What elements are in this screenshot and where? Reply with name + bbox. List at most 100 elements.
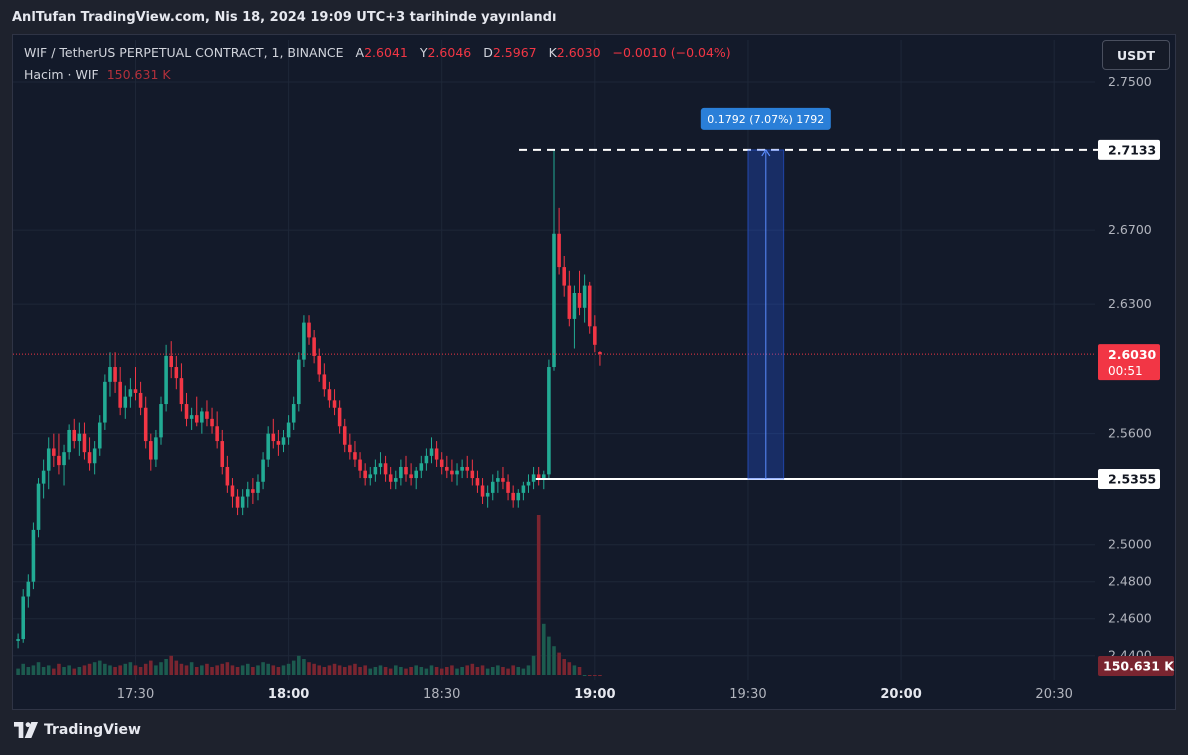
volume-tag: 150.631 K (1103, 659, 1175, 674)
candle-body (511, 492, 515, 501)
candle-body (322, 374, 327, 390)
candle-body (587, 285, 592, 327)
candle-body (332, 400, 337, 408)
candle-body (215, 426, 219, 442)
volume-bar (414, 665, 418, 675)
volume-bar (266, 663, 270, 675)
measure-arrow-head (761, 148, 771, 157)
candle-body (133, 389, 138, 393)
volume-bar (393, 665, 398, 675)
candle-body (460, 466, 464, 471)
volume-tag-box (1098, 656, 1174, 676)
close-value: 2.6030 (556, 45, 601, 60)
candle-body (434, 448, 439, 460)
footer-brand[interactable]: TradingView (14, 722, 141, 738)
volume-bar (235, 667, 240, 675)
volume-bar (337, 665, 342, 675)
volume-bar (368, 668, 373, 675)
volume-bar (194, 667, 199, 675)
volume-bar (297, 655, 301, 675)
candle-body (593, 326, 597, 345)
footer-brand-text: TradingView (44, 722, 141, 738)
chart-grid (13, 40, 1095, 680)
volume-bar (572, 665, 577, 675)
candle-body (409, 474, 413, 479)
candle-body (424, 455, 429, 464)
candle-body (536, 474, 541, 479)
candle-body (557, 233, 561, 268)
candle-body (485, 492, 490, 497)
candle-body (31, 529, 36, 582)
candle-body (97, 422, 102, 449)
candle-body (41, 470, 46, 484)
volume-bar (291, 660, 296, 675)
volume-bar (358, 667, 362, 675)
candle-body (179, 378, 184, 405)
currency-button[interactable]: USDT (1102, 40, 1170, 70)
volume-bar (429, 665, 434, 675)
candle-body (118, 381, 122, 408)
volume-bar (404, 668, 408, 675)
volume-bar (271, 665, 276, 675)
volume-bar (72, 668, 77, 675)
tradingview-logo-icon (14, 722, 38, 738)
volume-label[interactable]: Hacim · WIF (24, 67, 99, 82)
symbol-title[interactable]: WIF / TetherUS PERPETUAL CONTRACT, 1, BI… (24, 45, 344, 60)
low-value: 2.5967 (492, 45, 537, 60)
volume-bar (327, 665, 332, 675)
volume-bar (57, 663, 61, 675)
candle-body (368, 474, 373, 479)
x-tick-label: 19:00 (574, 687, 615, 702)
volume-bar (26, 667, 31, 675)
chart-overlays: 0.1792 (7.07%) 1792 (13, 107, 1103, 480)
volume-bar (424, 668, 429, 675)
volume-bar (312, 663, 316, 675)
low-price-tag: 2.5355 (1108, 472, 1156, 487)
candle-body (577, 293, 582, 308)
candle-body (266, 433, 270, 460)
x-tick-label: 18:00 (268, 687, 309, 702)
volume-bar (439, 668, 444, 675)
volume-bar (557, 652, 561, 675)
volume-bar (205, 663, 209, 675)
volume-bar (562, 659, 566, 675)
volume-bar (21, 663, 25, 675)
candle-body (445, 466, 449, 471)
volume-bar (149, 660, 153, 675)
high-label: Y (419, 45, 428, 60)
volume-bar (531, 655, 536, 675)
candle-body (189, 415, 194, 419)
candle-body (245, 489, 250, 497)
volume-bar (87, 663, 92, 675)
chart-frame[interactable] (12, 34, 1176, 710)
candle-body (251, 489, 255, 493)
high-price-tag: 2.7133 (1108, 142, 1156, 157)
y-tick-label: 2.6700 (1108, 222, 1152, 237)
volume-bar (536, 515, 541, 675)
current-price-tag: 2.6030 (1108, 347, 1157, 362)
candle-body (383, 463, 388, 475)
candle-body (143, 407, 148, 442)
candle-body (26, 581, 31, 597)
x-tick-label: 20:30 (1035, 687, 1072, 702)
candle-body (235, 496, 240, 508)
volume-bar (154, 665, 158, 675)
volume-bar (317, 665, 322, 675)
candle-body (547, 367, 551, 475)
volume-bar (133, 665, 138, 675)
volume-bar (118, 665, 122, 675)
volume-bar (567, 662, 572, 675)
volume-bar (373, 667, 378, 675)
volume-bar (516, 667, 521, 675)
volume-bar (582, 675, 587, 676)
volume-bar (526, 665, 531, 675)
volume-bar (577, 667, 582, 675)
time-axis: 17:30 18:00 18:30 19:00 19:30 20:00 20:30 (117, 687, 1073, 702)
volume-bar (542, 623, 546, 675)
candle-body (470, 470, 475, 479)
candle-body (164, 355, 168, 405)
candle-body (256, 481, 260, 493)
volume-bar (419, 667, 424, 675)
volume-bar (103, 663, 107, 675)
